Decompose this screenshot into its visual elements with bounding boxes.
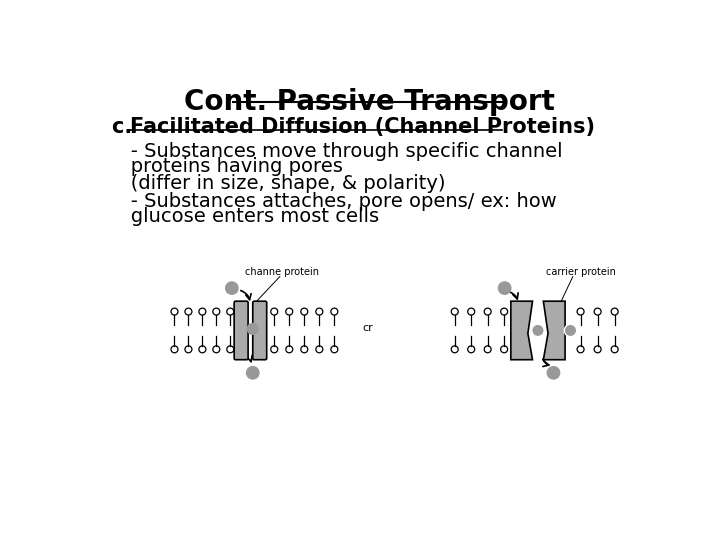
FancyBboxPatch shape bbox=[234, 301, 248, 360]
Circle shape bbox=[225, 282, 238, 294]
Text: - Substances attaches, pore opens/ ex: how: - Substances attaches, pore opens/ ex: h… bbox=[112, 192, 557, 211]
Text: channe protein: channe protein bbox=[246, 267, 319, 276]
Circle shape bbox=[547, 367, 559, 379]
Text: proteins having pores: proteins having pores bbox=[112, 157, 343, 176]
Circle shape bbox=[246, 367, 259, 379]
Polygon shape bbox=[510, 301, 533, 360]
FancyBboxPatch shape bbox=[253, 301, 266, 360]
Text: Facilitated Diffusion (Channel Proteins): Facilitated Diffusion (Channel Proteins) bbox=[130, 117, 595, 137]
Text: (differ in size, shape, & polarity): (differ in size, shape, & polarity) bbox=[112, 174, 445, 193]
Text: c.: c. bbox=[112, 117, 139, 137]
Circle shape bbox=[532, 325, 544, 336]
Text: Cont. Passive Transport: Cont. Passive Transport bbox=[184, 88, 554, 116]
Circle shape bbox=[498, 282, 510, 294]
Circle shape bbox=[248, 323, 258, 334]
Text: glucose enters most cells: glucose enters most cells bbox=[112, 207, 379, 226]
Circle shape bbox=[564, 325, 577, 336]
Text: - Substances move through specific channel: - Substances move through specific chann… bbox=[112, 142, 562, 161]
Polygon shape bbox=[544, 301, 565, 360]
Text: cr: cr bbox=[362, 323, 373, 333]
Text: carrier protein: carrier protein bbox=[546, 267, 616, 276]
